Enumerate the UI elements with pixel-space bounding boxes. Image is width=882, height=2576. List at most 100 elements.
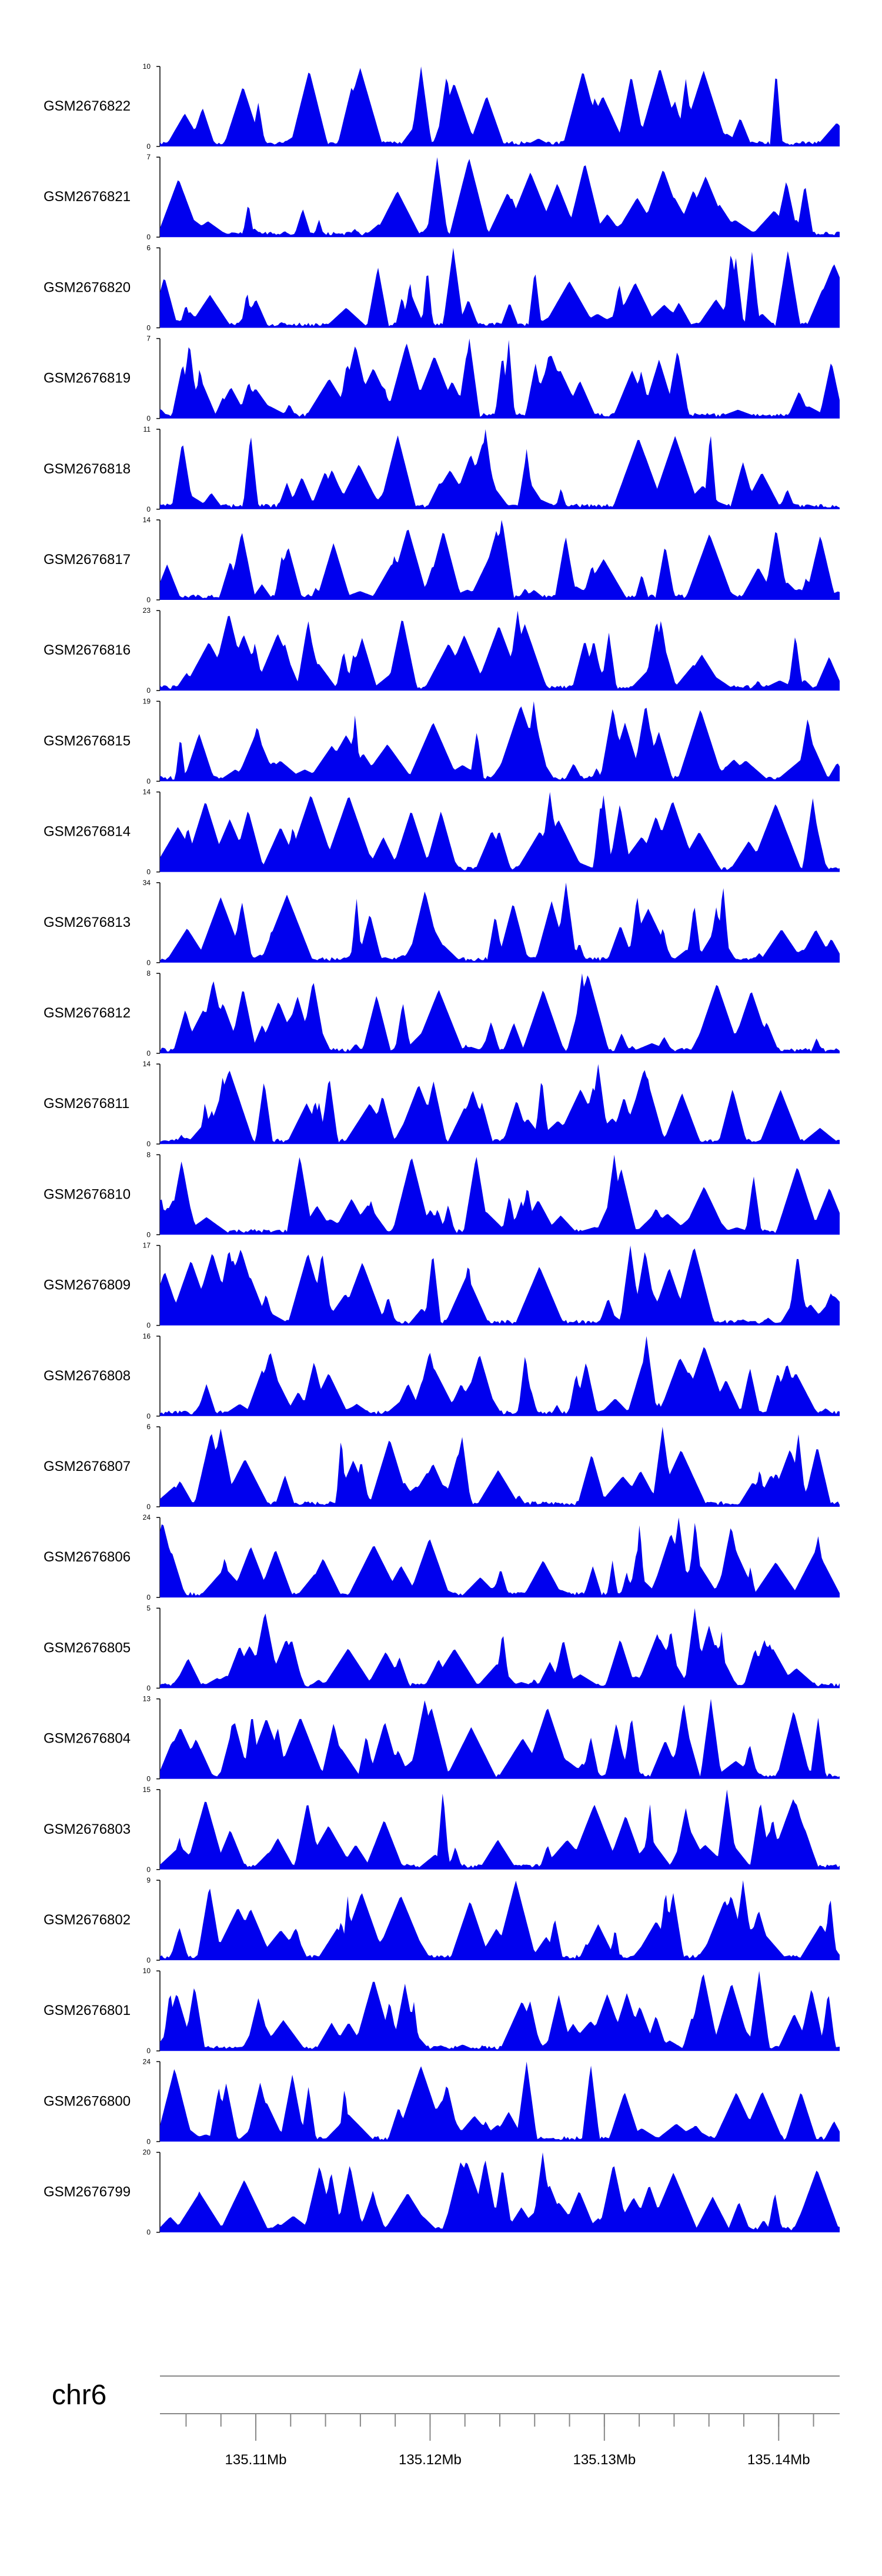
track-GSM2676810: GSM2676810 8 0: [44, 1150, 840, 1239]
y-max-label: 11: [143, 425, 151, 433]
y-min-label: 0: [146, 596, 151, 604]
x-tick-label: 135.14Mb: [747, 2452, 810, 2468]
track-label: GSM2676819: [44, 371, 131, 386]
y-max-label: 9: [146, 1876, 151, 1884]
track-label: GSM2676802: [44, 1912, 131, 1928]
y-min-label: 0: [146, 1775, 151, 1783]
y-min-label: 0: [146, 1412, 151, 1420]
coverage-area: [160, 792, 840, 872]
y-min-label: 0: [146, 233, 151, 241]
track-label: GSM2676814: [44, 824, 131, 840]
track-GSM2676822: GSM2676822 10 0: [44, 62, 840, 151]
track-GSM2676816: GSM2676816 23 0: [44, 606, 840, 695]
y-min-label: 0: [146, 686, 151, 695]
track-GSM2676813: GSM2676813 34 0: [44, 879, 840, 967]
y-min-label: 0: [146, 1230, 151, 1239]
coverage-area: [160, 338, 840, 419]
coverage-area: [160, 1699, 840, 1779]
y-min-label: 0: [146, 142, 151, 151]
y-min-label: 0: [146, 2137, 151, 2145]
coverage-area: [160, 2152, 840, 2233]
y-max-label: 6: [146, 243, 151, 252]
coverage-area: [160, 1880, 840, 1960]
coverage-area: [160, 973, 840, 1053]
track-GSM2676809: GSM2676809 17 0: [44, 1242, 840, 1330]
y-max-label: 14: [143, 1060, 151, 1068]
y-max-label: 17: [143, 1242, 151, 1250]
y-min-label: 0: [146, 1684, 151, 1692]
track-GSM2676812: GSM2676812 8 0: [44, 969, 840, 1057]
coverage-area: [160, 1154, 840, 1235]
y-min-label: 0: [146, 1322, 151, 1330]
coverage-area: [160, 610, 840, 691]
y-max-label: 8: [146, 1150, 151, 1159]
track-GSM2676820: GSM2676820 6 0: [44, 243, 840, 332]
y-min-label: 0: [146, 2228, 151, 2237]
coverage-area: [160, 1064, 840, 1144]
y-min-label: 0: [146, 777, 151, 785]
x-tick-label: 135.11Mb: [225, 2452, 287, 2468]
coverage-area: [160, 882, 840, 963]
track-label: GSM2676800: [44, 2093, 131, 2109]
coverage-area: [160, 701, 840, 782]
track-label: GSM2676806: [44, 1549, 131, 1565]
x-tick-label: 135.13Mb: [573, 2452, 636, 2468]
track-GSM2676807: GSM2676807 6 0: [44, 1423, 840, 1511]
track-GSM2676806: GSM2676806 24 0: [44, 1513, 840, 1601]
y-min-label: 0: [146, 415, 151, 423]
coverage-area: [160, 1971, 840, 2051]
track-GSM2676801: GSM2676801 10 0: [44, 1967, 840, 2055]
coverage-area: [160, 1336, 840, 1416]
coverage-area: [160, 2061, 840, 2142]
track-GSM2676811: GSM2676811 14 0: [44, 1060, 840, 1148]
y-max-label: 8: [146, 969, 151, 977]
track-GSM2676821: GSM2676821 7 0: [44, 153, 840, 241]
track-label: GSM2676803: [44, 1821, 131, 1837]
track-label: GSM2676816: [44, 642, 131, 658]
y-max-label: 19: [143, 697, 151, 705]
y-min-label: 0: [146, 1866, 151, 1874]
y-max-label: 15: [143, 1786, 151, 1794]
coverage-area: [160, 1608, 840, 1689]
genome-axis: chr6 135.11Mb 135.12Mb 135.13Mb 135.14Mb: [52, 2375, 840, 2468]
y-max-label: 16: [143, 1332, 151, 1340]
track-label: GSM2676817: [44, 552, 131, 568]
y-max-label: 7: [146, 153, 151, 161]
track-label: GSM2676807: [44, 1459, 131, 1474]
track-label: GSM2676809: [44, 1277, 131, 1293]
track-label: GSM2676820: [44, 279, 131, 295]
y-min-label: 0: [146, 1593, 151, 1601]
track-label: GSM2676822: [44, 98, 131, 114]
chromosome-label: chr6: [52, 2380, 106, 2411]
track-label: GSM2676813: [44, 915, 131, 930]
coverage-area: [160, 1427, 840, 1507]
track-GSM2676818: GSM2676818 11 0: [44, 425, 840, 513]
track-GSM2676803: GSM2676803 15 0: [44, 1786, 840, 1874]
coverage-area: [160, 1517, 840, 1598]
y-max-label: 7: [146, 335, 151, 343]
track-GSM2676805: GSM2676805 5 0: [44, 1604, 840, 1692]
y-min-label: 0: [146, 1140, 151, 1148]
track-GSM2676802: GSM2676802 9 0: [44, 1876, 840, 1964]
track-label: GSM2676815: [44, 733, 131, 749]
y-max-label: 13: [143, 1695, 151, 1703]
track-label: GSM2676811: [44, 1096, 129, 1112]
track-label: GSM2676821: [44, 189, 131, 205]
track-label: GSM2676818: [44, 461, 131, 477]
coverage-area: [160, 66, 840, 146]
track-GSM2676808: GSM2676808 16 0: [44, 1332, 840, 1420]
y-min-label: 0: [146, 323, 151, 332]
track-label: GSM2676808: [44, 1368, 131, 1384]
y-max-label: 14: [143, 516, 151, 524]
y-max-label: 24: [143, 2057, 151, 2066]
y-min-label: 0: [146, 1956, 151, 1964]
y-max-label: 5: [146, 1604, 151, 1612]
track-GSM2676819: GSM2676819 7 0: [44, 335, 840, 423]
coverage-area: [160, 157, 840, 238]
track-GSM2676799: GSM2676799 20 0: [44, 2148, 840, 2237]
y-max-label: 6: [146, 1423, 151, 1431]
y-min-label: 0: [146, 505, 151, 513]
x-tick-label: 135.12Mb: [399, 2452, 462, 2468]
y-max-label: 14: [143, 788, 151, 796]
